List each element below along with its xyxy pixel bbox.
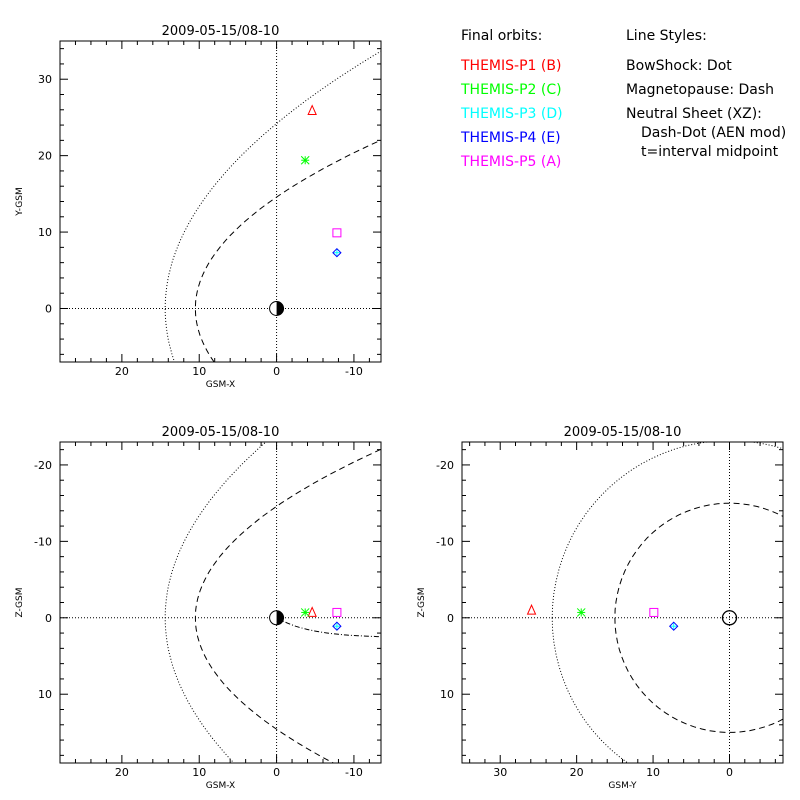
line-styles-header: Line Styles: [626, 28, 707, 44]
neutral-sheet-curve [276, 617, 381, 638]
square-marker [649, 607, 659, 617]
x-tick-label: -10 [345, 365, 363, 378]
bowshock-curve [164, 50, 381, 362]
earth-night-side [276, 610, 284, 625]
plot-area [60, 442, 381, 763]
marker-square [649, 607, 659, 617]
marker-triangle [526, 603, 537, 615]
diamond-marker [332, 247, 342, 258]
x-tick-label: 0 [273, 766, 280, 779]
y-tick-label: -20 [34, 459, 52, 472]
y-axis-label: Y-GSM [15, 187, 25, 216]
y-axis-label: Z-GSM [417, 587, 427, 617]
plot-area [60, 41, 381, 362]
marker-square [332, 228, 342, 238]
asterisk-stroke [576, 608, 586, 617]
y-tick-label: 20 [38, 150, 52, 163]
line-style-neutral-sheet: Neutral Sheet (XZ): [626, 106, 762, 122]
panel-title: 2009-05-15/08-10 [162, 24, 280, 39]
asterisk-stroke [300, 155, 310, 165]
magnetopause-curve [614, 502, 783, 733]
diamond-marker [668, 621, 679, 631]
x-tick-label: 30 [493, 766, 507, 779]
orbits-legend-header: Final orbits: [461, 28, 542, 44]
marker-asterisk [300, 155, 310, 165]
x-tick-label: 10 [192, 365, 206, 378]
triangle-marker [307, 606, 317, 617]
panel-3: 2009-05-15/08-10 GSM-Y Z-GSM 30 20 10 0 -20 -10 0… [417, 425, 784, 791]
y-tick-label: 10 [38, 688, 52, 701]
magnetopause-curve [194, 139, 381, 362]
y-axis-label: Z-GSM [15, 587, 25, 617]
diamond-marker [332, 621, 342, 631]
y-tick-label: 0 [447, 612, 454, 625]
y-tick-label: -20 [436, 459, 454, 472]
plot-frame [461, 441, 784, 764]
plot-frame [59, 40, 382, 363]
legend-entry-p2: THEMIS-P2 (C) [460, 82, 562, 98]
x-tick-label: 20 [115, 766, 129, 779]
earth-icon [721, 610, 738, 626]
line-style-legend: Line Styles: BowShock: Dot Magnetopause:… [626, 28, 786, 160]
y-tick-label: -10 [34, 535, 52, 548]
legend-entry-p3: THEMIS-P3 (D) [460, 106, 563, 122]
marker-diamond [668, 621, 679, 631]
x-tick-label: 10 [192, 766, 206, 779]
asterisk-stroke [300, 608, 310, 617]
y-tick-label: 10 [440, 688, 454, 701]
square-marker [332, 607, 342, 617]
y-tick-label: 0 [45, 303, 52, 316]
plot-area [462, 442, 783, 763]
x-tick-label: 20 [570, 766, 584, 779]
marker-triangle [307, 606, 317, 617]
legend-entry-p5: THEMIS-P5 (A) [460, 154, 561, 170]
line-style-time-note: t=interval midpoint [641, 144, 779, 160]
panel-1: 2009-05-15/08-10 GSM-X Y-GSM 20 10 0 -10 0 10 20 3… [15, 24, 382, 390]
marker-square [332, 607, 342, 617]
marker-plus [332, 248, 341, 257]
marker-diamond [332, 621, 342, 631]
triangle-marker [526, 603, 537, 615]
x-tick-label: 10 [646, 766, 660, 779]
line-style-neutral-sheet-model: Dash-Dot (AEN mod) [641, 125, 786, 141]
x-axis-label: GSM-Y [608, 781, 637, 791]
plot-panels: 2009-05-15/08-10 GSM-X Y-GSM 20 10 0 -10 0 10 20 3… [15, 24, 784, 791]
marker-asterisk [576, 608, 586, 617]
triangle-marker [307, 104, 317, 116]
panel-title: 2009-05-15/08-10 [162, 425, 280, 440]
x-tick-label: -10 [345, 766, 363, 779]
x-tick-label: 0 [273, 365, 280, 378]
legend-entry-p4: THEMIS-P4 (E) [460, 130, 561, 146]
y-tick-label: -10 [436, 535, 454, 548]
x-axis-label: GSM-X [206, 781, 235, 791]
earth-night-side [276, 301, 284, 316]
square-marker [332, 228, 342, 238]
line-style-bowshock: BowShock: Dot [626, 58, 732, 74]
x-tick-label: 20 [115, 365, 129, 378]
panel-title: 2009-05-15/08-10 [564, 425, 682, 440]
legend-entry-p1: THEMIS-P1 (B) [460, 58, 561, 74]
marker-plus [332, 622, 341, 631]
marker-plus [669, 622, 678, 631]
y-tick-label: 30 [38, 73, 52, 86]
y-tick-label: 0 [45, 612, 52, 625]
magnetopause-curve [194, 448, 381, 763]
marker-diamond [332, 247, 342, 258]
plot-frame [59, 441, 382, 764]
panel-2: 2009-05-15/08-10 GSM-X Z-GSM 20 10 0 -10 -20 -10… [15, 425, 382, 791]
x-axis-label: GSM-X [206, 380, 235, 390]
marker-triangle [307, 104, 317, 116]
line-style-magnetopause: Magnetopause: Dash [626, 82, 774, 98]
y-tick-label: 10 [38, 226, 52, 239]
marker-asterisk [300, 608, 310, 617]
bowshock-curve [164, 442, 267, 763]
x-tick-label: 0 [726, 766, 733, 779]
orbit-legend: Final orbits: THEMIS-P1 (B) THEMIS-P2 (C… [460, 28, 563, 170]
